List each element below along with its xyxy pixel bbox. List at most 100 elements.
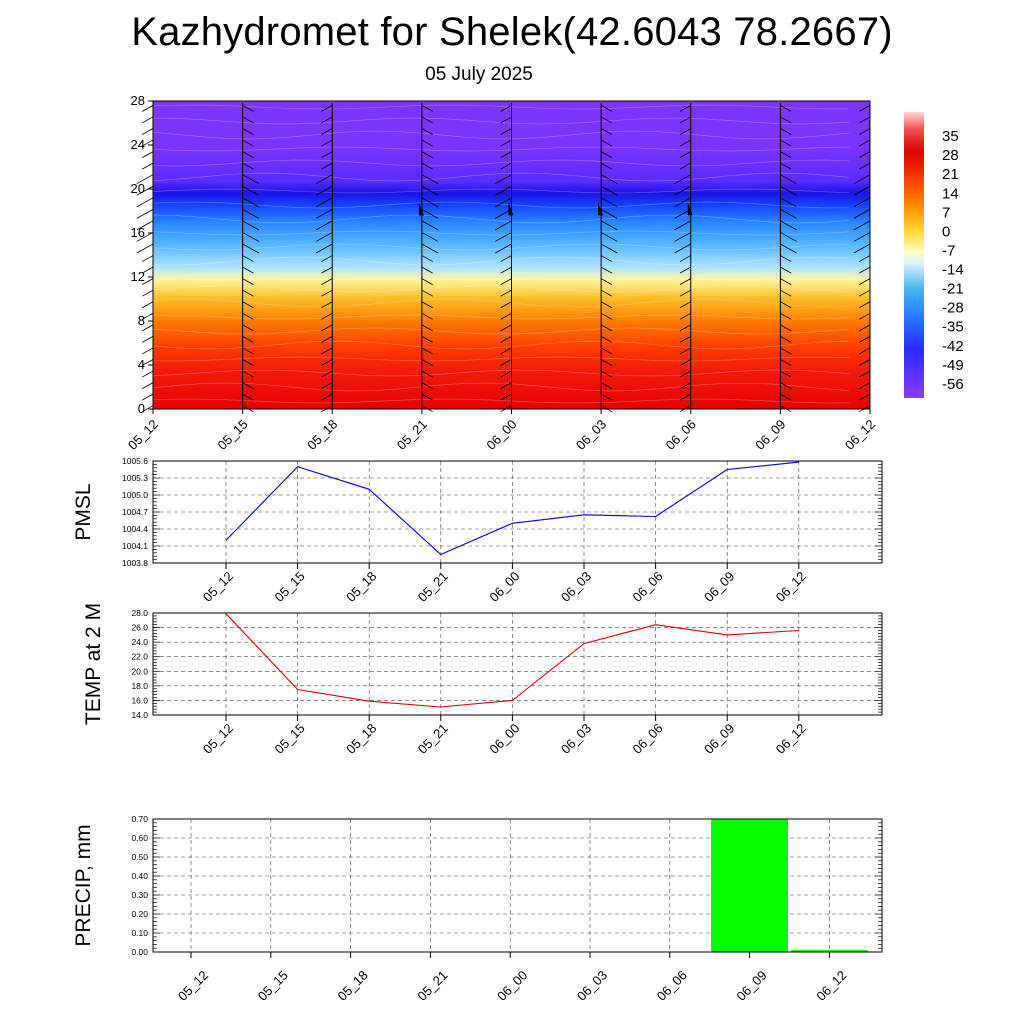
wind-barb (500, 139, 512, 147)
precip-panel: 0.00 0.10 0.20 0.30 0.40 0.50 0.60 0.70 05_12 05_… (72, 814, 883, 1004)
wind-barb (600, 220, 618, 231)
pmsl-y-tick-label: 1005.3 (122, 473, 148, 483)
wind-barb-column (418, 103, 439, 413)
profile-x-tick-label: 05_12 (125, 417, 161, 453)
wind-barb (142, 162, 154, 170)
wind-barb (674, 232, 691, 242)
wind-barb (780, 243, 797, 254)
wind-barb (315, 197, 333, 208)
wind-barb (600, 359, 613, 366)
profile-y-tick-label: 24 (131, 137, 145, 152)
precip-x-tick-label: 05_15 (255, 968, 291, 1004)
wind-barb (421, 185, 439, 196)
wind-barb (600, 139, 613, 147)
precip-y-tick-label: 0.10 (131, 928, 148, 938)
wind-barb (421, 359, 433, 366)
temp-y-tick-label: 22.0 (131, 652, 148, 662)
wind-barb (600, 336, 613, 343)
wind-barb (421, 278, 433, 285)
wind-barb (136, 220, 154, 231)
profile-x-tick-label: 05_21 (394, 417, 430, 453)
pmsl-x-tick-label: 06_09 (701, 569, 737, 605)
wind-barb (136, 209, 154, 219)
wind-barb-column (315, 103, 333, 413)
wind-barb (859, 278, 871, 285)
wind-barb (780, 197, 797, 208)
pmsl-x-tick-label: 05_12 (200, 569, 236, 605)
colorbar-gradient (904, 112, 924, 398)
wind-barb (859, 116, 871, 124)
wind-barb (679, 359, 691, 366)
wind-barb (500, 382, 512, 389)
wind-barb (780, 382, 792, 389)
colorbar-label: -49 (942, 357, 964, 374)
wind-barb (315, 174, 333, 185)
wind-barb (421, 162, 433, 170)
wind-barb (853, 232, 871, 242)
precip-x-tick-label: 05_12 (175, 968, 211, 1004)
wind-barb (859, 266, 871, 274)
colorbar-label: 14 (942, 185, 959, 202)
profile-x-tick-label: 06_06 (663, 417, 699, 453)
wind-barb (500, 289, 512, 297)
wind-barb (242, 220, 260, 231)
temp-panel: 14.0 16.0 18.0 20.0 22.0 24.0 26.0 28.0 05_12 05_… (82, 603, 883, 757)
wind-barb (142, 336, 154, 343)
temp-y-tick-label: 14.0 (131, 710, 148, 720)
profile-x-tick-label: 06_03 (573, 417, 609, 453)
wind-pennant (508, 202, 514, 216)
wind-barb (859, 151, 871, 158)
wind-barb (853, 197, 871, 208)
wind-barb (242, 370, 254, 378)
temp-plot-area (153, 613, 882, 715)
wind-barb (136, 232, 154, 242)
wind-barb (500, 347, 512, 355)
wind-barb (421, 139, 433, 147)
wind-barb (321, 289, 333, 297)
wind-barb (495, 185, 512, 196)
contour-line (152, 130, 850, 140)
wind-barb (500, 116, 512, 124)
wind-pennant (687, 202, 693, 216)
wind-barb (674, 185, 691, 196)
wind-barb (421, 370, 433, 378)
wind-barb (421, 128, 433, 135)
temp-x-tick-label: 05_21 (415, 721, 451, 757)
wind-barb (859, 139, 871, 147)
wind-barb (495, 232, 512, 242)
contour-line (152, 272, 850, 278)
contour-line (152, 201, 850, 209)
wind-barb (242, 139, 254, 147)
precip-y-axis-label: PRECIP, mm (72, 824, 95, 946)
colorbar-label: -14 (942, 262, 964, 279)
wind-barb (500, 393, 512, 401)
wind-barb (780, 278, 792, 285)
wind-barb (242, 393, 254, 401)
wind-barb (600, 128, 613, 135)
wind-barb-column (779, 103, 797, 413)
wind-barb (600, 370, 613, 378)
wind-barb (500, 162, 512, 170)
precip-y-tick-label: 0.50 (131, 852, 148, 862)
colorbar-label: 0 (942, 223, 950, 240)
wind-barb (500, 336, 512, 343)
wind-barb (780, 255, 792, 262)
wind-barb (679, 139, 691, 147)
contour-line (152, 327, 850, 335)
pmsl-y-tick-label: 1005.0 (122, 490, 148, 500)
wind-barb (859, 324, 871, 332)
wind-barb (421, 347, 433, 355)
wind-barb (421, 324, 433, 332)
wind-barb (859, 162, 871, 170)
wind-barb-column (674, 103, 693, 413)
contour-line (152, 298, 850, 308)
profile-x-tick-label: 06_00 (483, 417, 519, 453)
precip-y-tick-label: 0.70 (131, 814, 148, 824)
wind-pennant (598, 202, 604, 216)
wind-barb (421, 266, 433, 274)
wind-barb (421, 197, 439, 208)
temp-x-tick-label: 05_15 (272, 721, 308, 757)
colorbar-label: 7 (942, 204, 950, 221)
wind-barb (242, 105, 254, 112)
